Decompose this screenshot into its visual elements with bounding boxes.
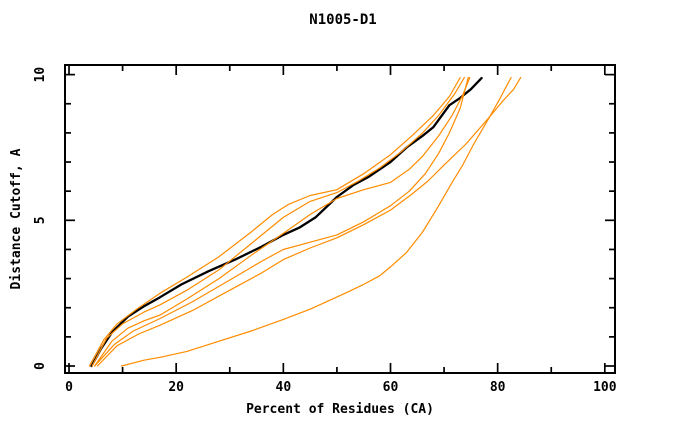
axis-tick-labels: 0 20 40 60 80 100 0 5 10 xyxy=(33,67,617,395)
x-tick-label: 0 xyxy=(65,380,73,395)
plot-border xyxy=(64,64,616,374)
curve-reference-black xyxy=(90,76,483,368)
x-tick-label: 100 xyxy=(593,380,617,395)
curve-model-orange-5 xyxy=(96,76,522,367)
curve-model-orange-6 xyxy=(120,76,512,367)
y-tick-label: 5 xyxy=(33,216,48,224)
curves xyxy=(88,76,522,368)
axis-ticks xyxy=(65,65,615,373)
x-axis-title: Percent of Residues (CA) xyxy=(246,402,434,417)
plot-frame xyxy=(64,64,616,374)
curve-model-orange-2 xyxy=(91,76,465,367)
x-tick-label: 60 xyxy=(383,380,399,395)
x-tick-label: 20 xyxy=(168,380,184,395)
y-tick-label: 10 xyxy=(33,67,48,83)
curve-model-orange-3 xyxy=(94,76,471,367)
y-tick-label: 0 xyxy=(33,362,48,370)
x-tick-label: 40 xyxy=(276,380,292,395)
y-axis-title: Distance Cutoff, A xyxy=(9,148,24,289)
curve-model-orange-1 xyxy=(88,76,461,367)
chart-title: N1005-D1 xyxy=(309,12,376,28)
curve-model-orange-4 xyxy=(94,76,469,367)
x-tick-label: 80 xyxy=(490,380,506,395)
